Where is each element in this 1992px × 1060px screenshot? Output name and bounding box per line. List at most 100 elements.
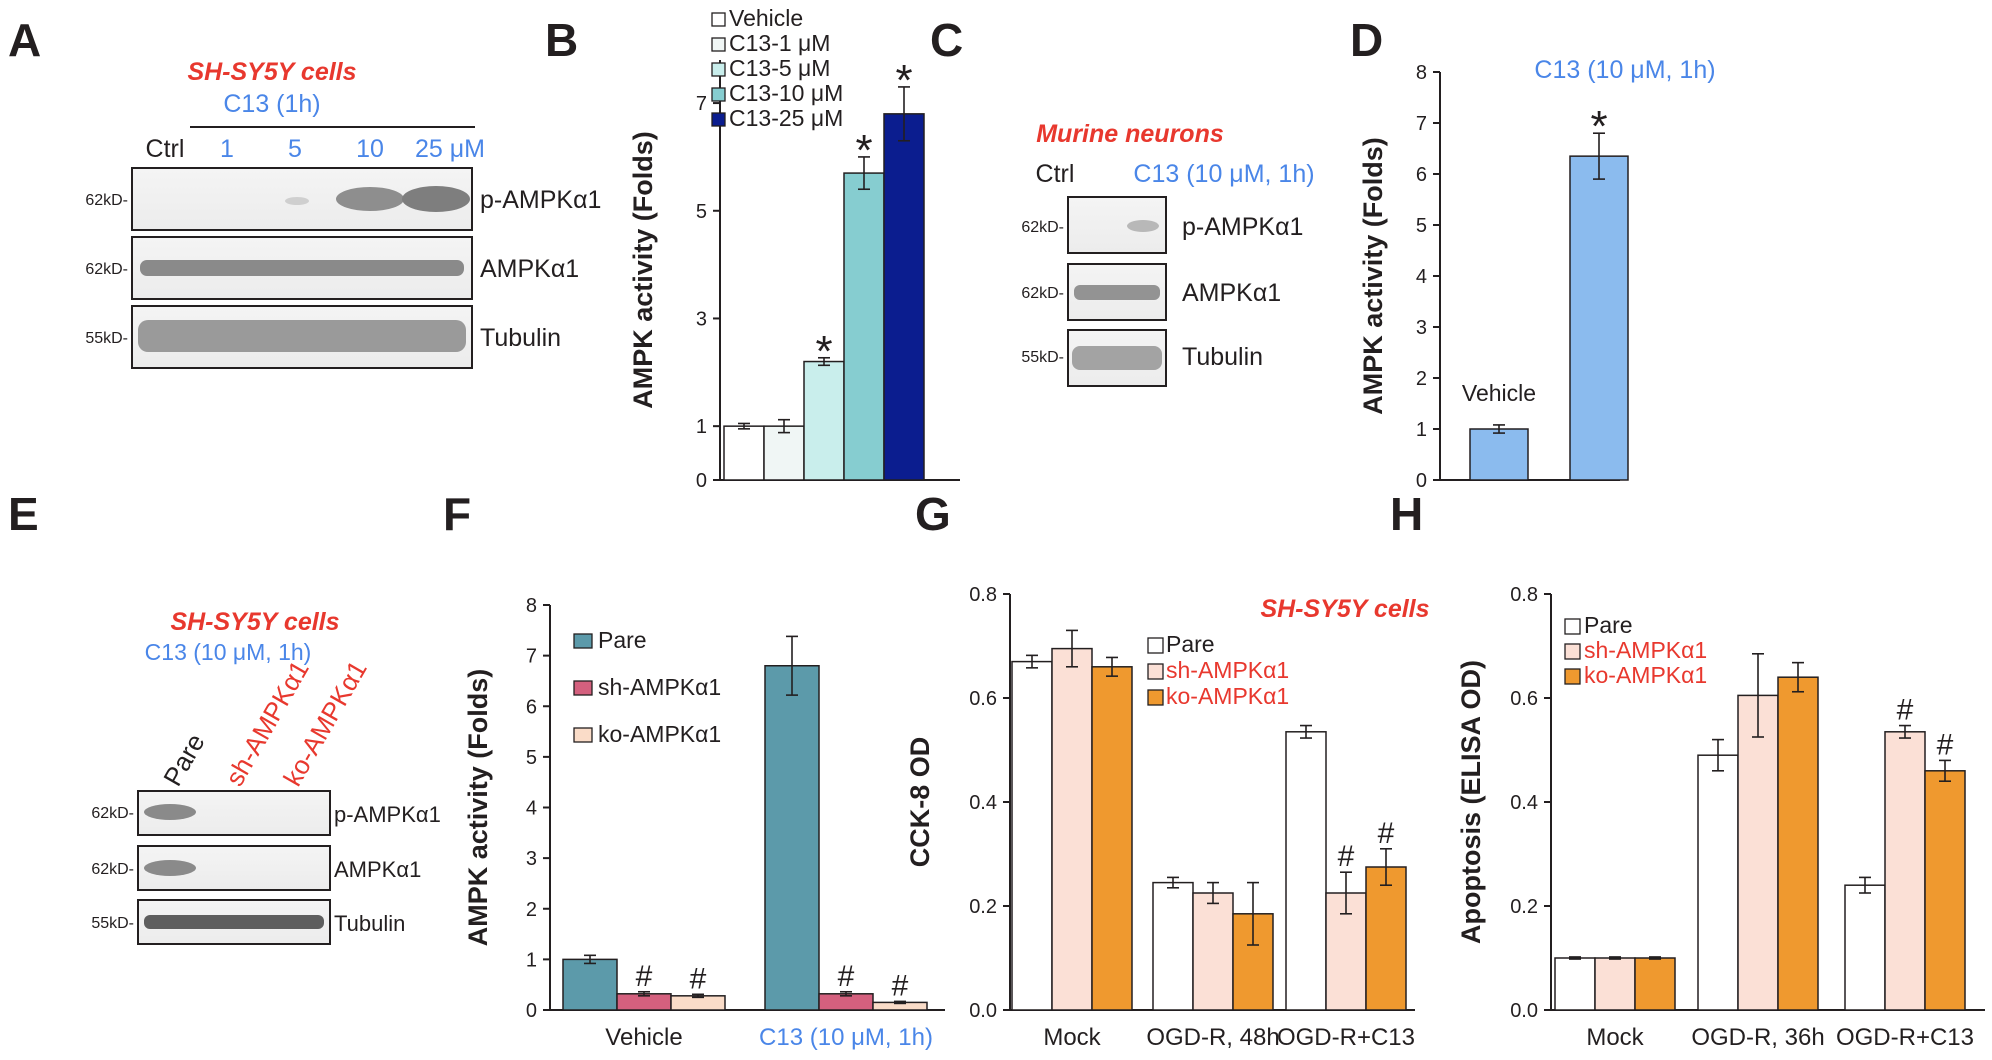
panel-label-h: H xyxy=(1390,488,1423,540)
blot-a-dose-25: 25 μM xyxy=(415,135,485,163)
blot-a-ctrl-label: Ctrl xyxy=(146,135,185,163)
blot-c-band xyxy=(1127,220,1159,232)
chart-h: 0.0 0.2 0.4 0.6 0.8 Apoptosis (ELISA OD) Mock O… xyxy=(1456,584,1985,1051)
blot-c-kd-1: 62kD- xyxy=(1021,219,1064,236)
bar xyxy=(1697,754,1739,1011)
blot-a-band xyxy=(140,260,464,276)
blot-c-treatment: C13 (10 μM, 1h) xyxy=(1133,160,1314,188)
x-category-label: OGD-R, 36h xyxy=(1691,1024,1824,1051)
y-tick-label: 1 xyxy=(1416,419,1427,441)
blot-e: SH-SY5Y cells C13 (10 μM, 1h) Pare sh-AM… xyxy=(91,608,441,945)
blot-a: SH-SY5Y cells C13 (1h) Ctrl 1 5 10 25 μM… xyxy=(85,58,601,369)
legend-label: C13-1 μM xyxy=(729,30,830,56)
legend-label: sh-AMPKα1 xyxy=(1166,657,1289,683)
x-category-label: Vehicle xyxy=(605,1024,682,1051)
bar xyxy=(562,958,618,1011)
y-tick-label: 0.2 xyxy=(1510,896,1538,918)
legend-label: sh-AMPKα1 xyxy=(598,674,721,700)
blot-e-band xyxy=(144,860,196,876)
blot-c-band xyxy=(1072,346,1162,370)
blot-a-name-3: Tubulin xyxy=(480,324,561,352)
blot-a-kd-2: 62kD- xyxy=(85,261,128,278)
bar xyxy=(1325,892,1367,1011)
y-tick-label: 1 xyxy=(696,416,707,438)
bar xyxy=(883,113,925,481)
blot-a-band xyxy=(138,320,466,352)
significance-mark: # xyxy=(636,960,653,993)
bar xyxy=(1594,957,1636,1011)
panel-label-a: A xyxy=(8,14,41,66)
y-tick-label: 7 xyxy=(1416,113,1427,135)
legend-swatch xyxy=(1564,668,1581,685)
y-tick-label: 1 xyxy=(526,949,537,971)
blot-c-kd-3: 55kD- xyxy=(1021,349,1064,366)
blot-c-ctrl-label: Ctrl xyxy=(1036,160,1075,188)
significance-mark: * xyxy=(855,126,872,175)
x-category-label: OGD-R+C13 xyxy=(1277,1024,1415,1051)
y-tick-label: 3 xyxy=(1416,317,1427,339)
legend-swatch xyxy=(1147,663,1164,680)
legend-swatch xyxy=(1564,643,1581,660)
bar-label: Vehicle xyxy=(1462,380,1536,406)
y-tick-label: 0 xyxy=(696,470,707,492)
y-axis-label: CCK-8 OD xyxy=(905,737,935,868)
legend-swatch xyxy=(573,727,593,743)
y-tick-label: 4 xyxy=(526,798,537,820)
panel-label-b: B xyxy=(545,14,578,66)
y-tick-label: 0 xyxy=(1416,470,1427,492)
significance-mark: # xyxy=(690,962,707,995)
blot-c-band xyxy=(1074,285,1160,300)
legend-swatch xyxy=(711,12,726,27)
blot-a-treatment: C13 (1h) xyxy=(223,90,320,118)
blot-a-title: SH-SY5Y cells xyxy=(187,58,356,86)
legend-swatch xyxy=(1147,637,1164,654)
legend-label: Pare xyxy=(1166,631,1215,657)
y-tick-label: 2 xyxy=(526,899,537,921)
y-tick-label: 8 xyxy=(526,595,537,617)
chart-g: 0.0 0.2 0.4 0.6 0.8 CCK-8 OD Mock OGD-R, 48h # # O… xyxy=(905,584,1430,1051)
legend-swatch xyxy=(711,62,726,77)
legend-swatch xyxy=(711,37,726,52)
chart-f: 0 1 2 3 4 5 6 7 8 AMPK activity (Folds) # # Vehicle #… xyxy=(463,595,945,1051)
bar xyxy=(1365,866,1407,1011)
blot-a-dose-10: 10 xyxy=(356,135,384,163)
legend-swatch xyxy=(711,87,726,102)
blot-a-band xyxy=(285,197,309,205)
bar xyxy=(1554,957,1596,1011)
blot-e-name-3: Tubulin xyxy=(334,911,405,936)
bar xyxy=(763,425,805,481)
legend-swatch xyxy=(1564,618,1581,635)
x-category-label: OGD-R, 48h xyxy=(1146,1024,1279,1051)
blot-a-kd-1: 62kD- xyxy=(85,192,128,209)
x-category-label: Mock xyxy=(1043,1024,1101,1051)
chart-d: 0 1 2 3 4 5 6 7 8 AMPK activity (Folds) C13 (10 μM… xyxy=(1358,56,1716,492)
y-tick-label: 4 xyxy=(1416,266,1427,288)
y-tick-label: 0 xyxy=(526,1000,537,1022)
bar xyxy=(803,360,845,481)
legend-swatch xyxy=(573,633,593,649)
y-tick-label: 8 xyxy=(1416,62,1427,84)
chart-g-title: SH-SY5Y cells xyxy=(1260,595,1429,623)
blot-c-name-2: AMPKα1 xyxy=(1182,279,1281,307)
blot-e-band xyxy=(144,804,196,820)
legend-swatch xyxy=(1147,689,1164,706)
bar xyxy=(1192,892,1234,1011)
legend-label: ko-AMPKα1 xyxy=(1166,683,1289,709)
significance-mark: # xyxy=(1897,694,1914,727)
y-tick-label: 3 xyxy=(696,308,707,330)
bar xyxy=(1285,731,1327,1011)
y-tick-label: 3 xyxy=(526,848,537,870)
y-tick-label: 7 xyxy=(526,646,537,668)
y-tick-label: 0.2 xyxy=(969,896,997,918)
blot-e-kd-2: 62kD- xyxy=(91,861,134,878)
panel-label-c: C xyxy=(930,14,963,66)
bar xyxy=(843,172,885,481)
y-tick-label: 0.0 xyxy=(1510,1000,1538,1022)
blot-a-dose-5: 5 xyxy=(288,135,302,163)
bar xyxy=(723,425,765,481)
y-tick-label: 0.8 xyxy=(969,584,997,606)
y-axis-label: Apoptosis (ELISA OD) xyxy=(1456,660,1486,944)
blot-e-kd-1: 62kD- xyxy=(91,805,134,822)
significance-mark: * xyxy=(815,327,832,376)
blot-c-name-1: p-AMPKα1 xyxy=(1182,213,1303,241)
